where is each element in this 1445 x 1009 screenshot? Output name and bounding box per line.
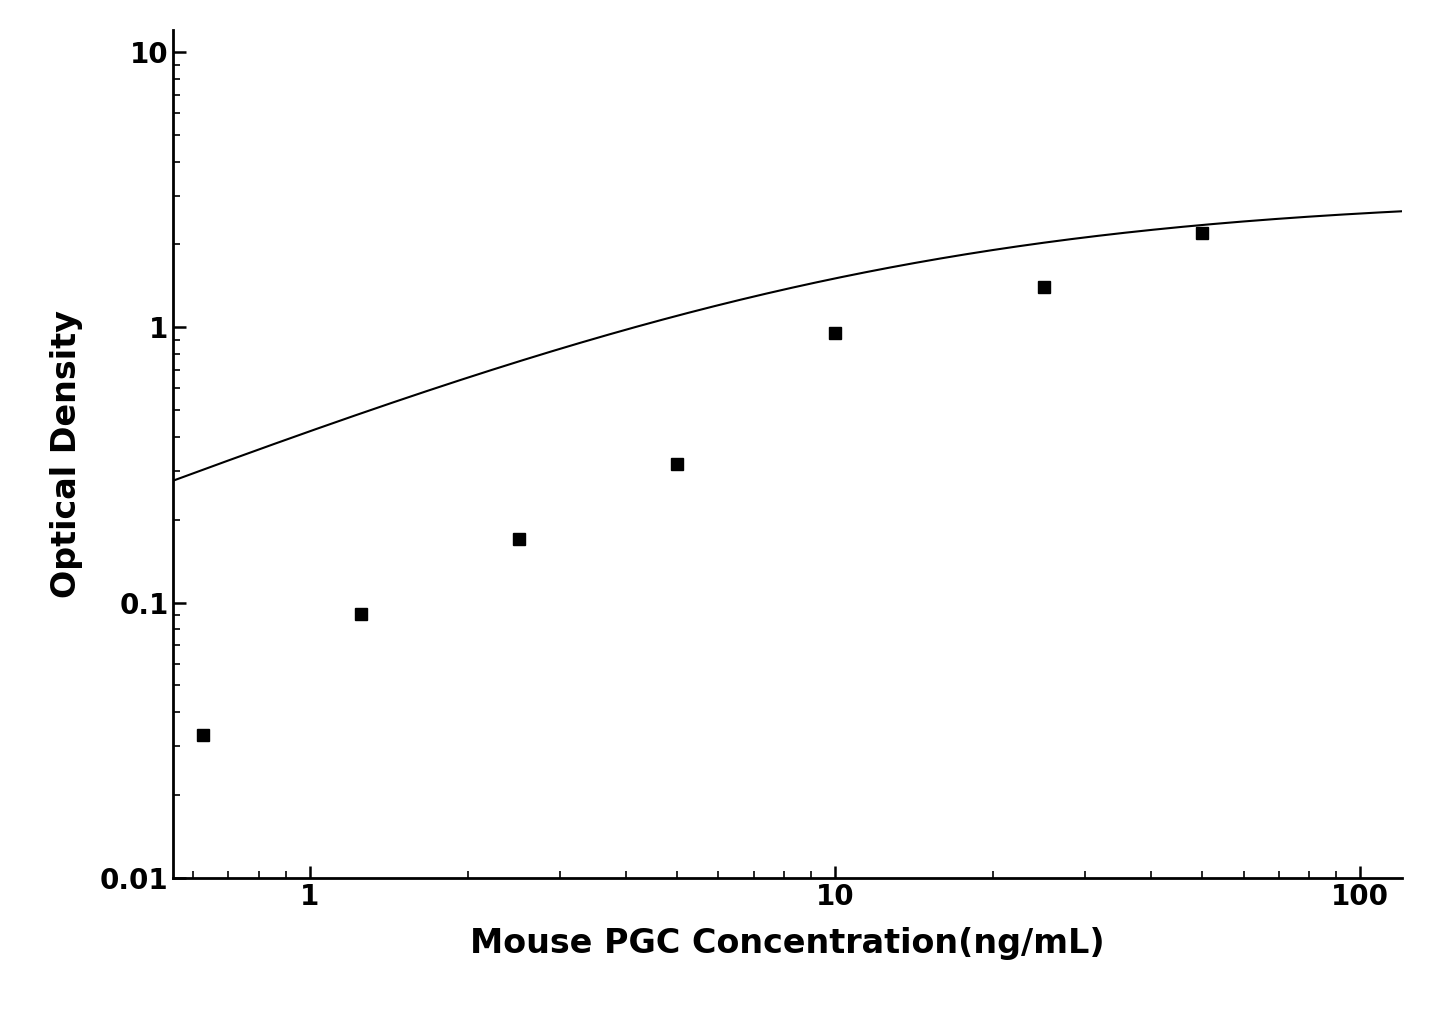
X-axis label: Mouse PGC Concentration(ng/mL): Mouse PGC Concentration(ng/mL) — [470, 927, 1105, 961]
Y-axis label: Optical Density: Optical Density — [51, 310, 84, 598]
